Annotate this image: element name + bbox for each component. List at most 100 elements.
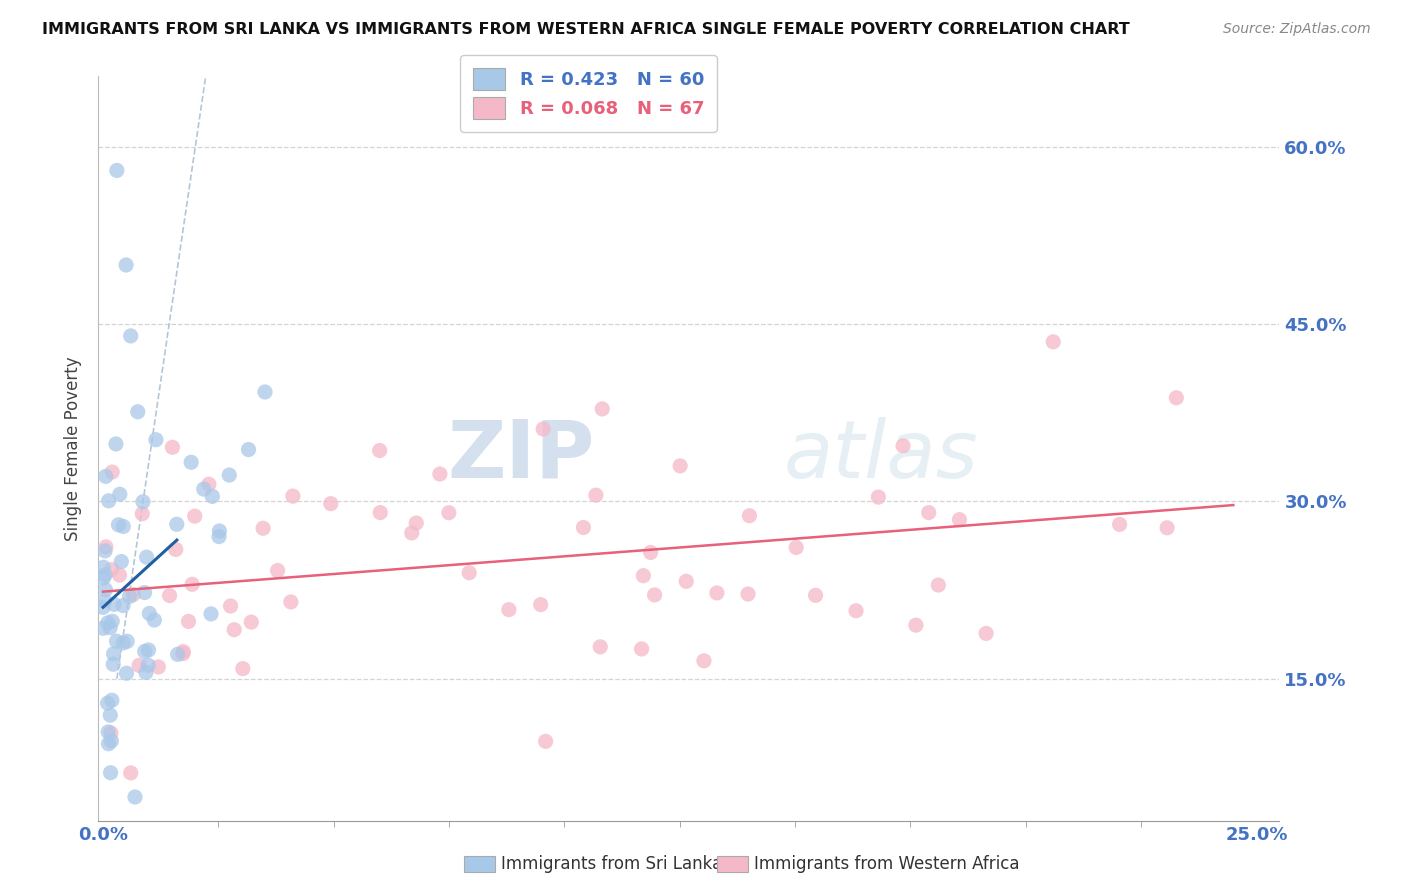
Point bbox=[232, 662, 254, 676]
Point bbox=[103, 657, 125, 672]
Point bbox=[145, 433, 167, 447]
Point bbox=[429, 467, 451, 481]
Text: ZIP: ZIP bbox=[447, 417, 595, 495]
Point bbox=[94, 582, 117, 597]
Point bbox=[100, 765, 122, 780]
Point bbox=[112, 636, 135, 650]
Point bbox=[208, 524, 231, 538]
Point bbox=[845, 604, 868, 618]
Point bbox=[181, 577, 204, 591]
Point bbox=[675, 574, 697, 589]
Point bbox=[97, 493, 120, 508]
Point bbox=[135, 550, 157, 565]
Point bbox=[127, 405, 149, 419]
Point bbox=[115, 634, 138, 648]
Y-axis label: Single Female Poverty: Single Female Poverty bbox=[65, 356, 83, 541]
Point bbox=[172, 644, 194, 658]
Point bbox=[122, 588, 145, 602]
Point bbox=[124, 789, 146, 804]
Point bbox=[94, 469, 117, 483]
Point bbox=[252, 521, 274, 535]
Point bbox=[105, 634, 128, 648]
Point bbox=[785, 541, 807, 555]
Point bbox=[177, 615, 200, 629]
Point bbox=[640, 545, 662, 559]
Point bbox=[281, 489, 304, 503]
Point bbox=[98, 621, 121, 635]
Point bbox=[91, 560, 114, 574]
Point bbox=[804, 588, 827, 602]
Point bbox=[530, 598, 553, 612]
Point bbox=[738, 508, 761, 523]
Point bbox=[120, 766, 142, 780]
Point bbox=[120, 329, 142, 343]
Point bbox=[165, 542, 187, 557]
Point bbox=[918, 506, 941, 520]
Point bbox=[591, 401, 613, 416]
Point bbox=[94, 540, 117, 554]
Point bbox=[134, 585, 156, 599]
Point bbox=[101, 614, 124, 628]
Point bbox=[115, 666, 138, 681]
Text: IMMIGRANTS FROM SRI LANKA VS IMMIGRANTS FROM WESTERN AFRICA SINGLE FEMALE POVERT: IMMIGRANTS FROM SRI LANKA VS IMMIGRANTS … bbox=[42, 22, 1130, 37]
Point bbox=[166, 648, 188, 662]
Point bbox=[97, 615, 120, 630]
Point bbox=[93, 571, 115, 585]
Point bbox=[91, 600, 114, 615]
Point bbox=[132, 495, 155, 509]
Point bbox=[101, 465, 124, 479]
Point bbox=[368, 443, 391, 458]
Point bbox=[98, 708, 121, 723]
Point bbox=[1042, 334, 1064, 349]
Point bbox=[644, 588, 666, 602]
Point bbox=[572, 520, 595, 534]
Point bbox=[105, 163, 128, 178]
Point bbox=[107, 517, 129, 532]
Point bbox=[693, 654, 716, 668]
Point bbox=[253, 384, 276, 399]
Legend: R = 0.423   N = 60, R = 0.068   N = 67: R = 0.423 N = 60, R = 0.068 N = 67 bbox=[460, 55, 717, 132]
Point bbox=[737, 587, 759, 601]
Point bbox=[180, 455, 202, 469]
Point bbox=[108, 568, 131, 582]
Point bbox=[669, 458, 692, 473]
Point bbox=[134, 644, 156, 658]
Text: Immigrants from Western Africa: Immigrants from Western Africa bbox=[754, 855, 1019, 873]
Point bbox=[97, 725, 120, 739]
Point bbox=[531, 422, 554, 436]
Point bbox=[974, 626, 997, 640]
Point bbox=[100, 726, 122, 740]
Point bbox=[136, 658, 159, 673]
Point bbox=[108, 487, 131, 501]
Point bbox=[589, 640, 612, 654]
Point bbox=[401, 525, 423, 540]
Point bbox=[630, 641, 652, 656]
Point bbox=[585, 488, 607, 502]
Text: Immigrants from Sri Lanka: Immigrants from Sri Lanka bbox=[501, 855, 721, 873]
Point bbox=[115, 258, 138, 272]
Point bbox=[118, 590, 141, 604]
Point bbox=[112, 519, 135, 533]
Point bbox=[1108, 517, 1130, 532]
Point bbox=[138, 607, 160, 621]
Point bbox=[1166, 391, 1188, 405]
Point bbox=[405, 516, 427, 530]
Point bbox=[368, 506, 391, 520]
Point bbox=[927, 578, 949, 592]
Point bbox=[166, 517, 188, 532]
Point bbox=[112, 599, 135, 613]
Point bbox=[110, 555, 132, 569]
Point bbox=[706, 586, 728, 600]
Point bbox=[135, 665, 157, 680]
Point bbox=[94, 544, 117, 558]
Point bbox=[437, 506, 460, 520]
Point bbox=[201, 489, 224, 503]
Point bbox=[948, 513, 970, 527]
Point bbox=[100, 563, 122, 577]
Point bbox=[97, 737, 120, 751]
Point bbox=[148, 660, 170, 674]
Point bbox=[91, 621, 114, 635]
Point bbox=[1156, 521, 1178, 535]
Point bbox=[319, 497, 342, 511]
Point bbox=[200, 607, 222, 621]
